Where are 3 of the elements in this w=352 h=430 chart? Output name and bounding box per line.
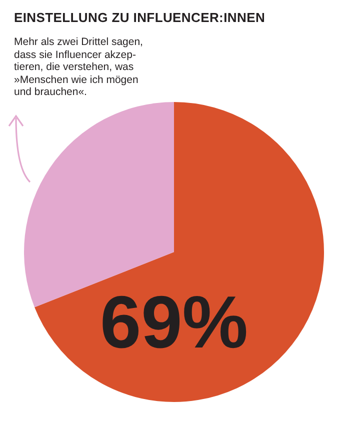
data-label: 69%: [100, 280, 248, 364]
text: Mehr als zwei Drittel sagen, dass sie Influencer akzep- tieren, die verstehen, was »Menschen wie ich mögen und brauchen«.: [14, 36, 143, 98]
chart-title: EINSTELLUNG ZU INFLUENCER:INNEN: [14, 10, 266, 25]
